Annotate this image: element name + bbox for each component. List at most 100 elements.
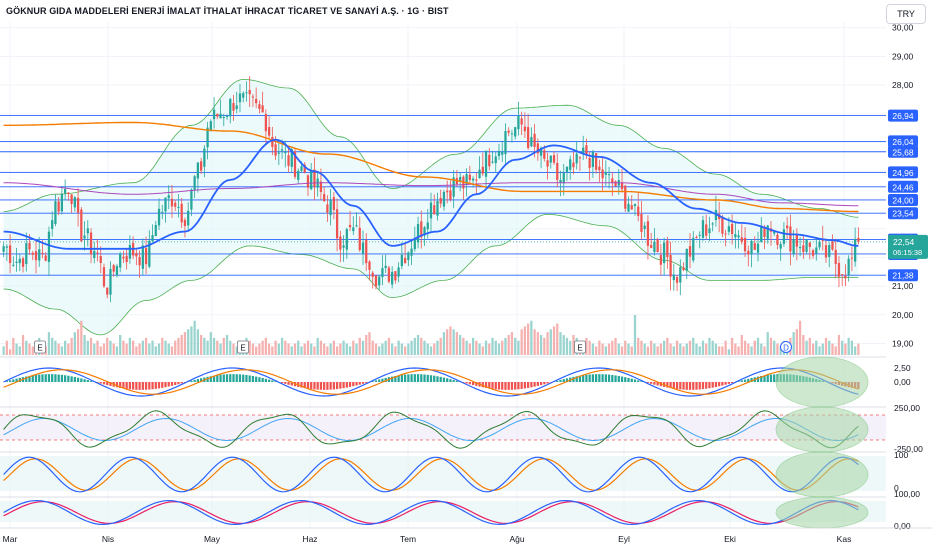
volume-bar xyxy=(481,346,484,355)
volume-bar xyxy=(332,340,336,355)
volume-bar xyxy=(135,346,138,355)
volume-bar xyxy=(109,340,112,355)
candle-body xyxy=(80,209,83,242)
volume-bar xyxy=(190,326,193,355)
volume-bar xyxy=(151,340,154,355)
bollinger-upper xyxy=(3,78,859,218)
volume-bar xyxy=(60,346,64,355)
macd-histogram-bar xyxy=(711,382,714,388)
macd-histogram-bar xyxy=(365,382,368,383)
candle-body xyxy=(705,224,708,236)
volume-bar xyxy=(549,329,552,355)
macd-histogram-bar xyxy=(410,374,413,382)
candle-body xyxy=(620,182,624,190)
candle-body xyxy=(569,159,572,170)
indicator-tick-label: -250,00 xyxy=(894,444,923,454)
macd-histogram-bar xyxy=(135,382,138,390)
volume-bar xyxy=(323,343,326,355)
volume-bar xyxy=(491,337,494,355)
macd-histogram-bar xyxy=(436,376,439,382)
macd-histogram-bar xyxy=(106,382,109,386)
candle-body xyxy=(102,267,106,287)
candle-body xyxy=(588,157,591,168)
macd-histogram-bar xyxy=(607,374,611,382)
candle-body xyxy=(429,202,433,219)
macd-histogram-bar xyxy=(475,382,478,386)
candle-body xyxy=(407,252,410,261)
macd-histogram-bar xyxy=(261,377,264,382)
candle-body xyxy=(151,235,154,242)
volume-bar xyxy=(57,343,60,355)
volume-bar xyxy=(449,326,452,355)
horizontal-levels xyxy=(0,115,886,276)
volume-bar xyxy=(300,346,303,355)
macd-histogram-bar xyxy=(348,382,352,387)
macd-histogram-bar xyxy=(374,380,378,382)
volume-bar xyxy=(416,335,420,355)
indicator-tick-label: 250,00 xyxy=(894,403,920,413)
volume-bar xyxy=(539,335,543,355)
macd-histogram-bar xyxy=(773,374,776,382)
macd-histogram-bar xyxy=(67,375,70,382)
candle-body xyxy=(86,228,89,234)
candle-body xyxy=(319,181,323,192)
macd-histogram-bar xyxy=(565,378,569,382)
candle-body xyxy=(478,169,481,179)
candle-body xyxy=(125,255,128,263)
candle-body xyxy=(510,133,514,135)
macd-histogram-bar xyxy=(180,382,183,384)
candle-body xyxy=(225,116,229,118)
volume-bar xyxy=(692,337,695,355)
macd-histogram-bar xyxy=(692,382,695,390)
candle-body xyxy=(216,113,219,117)
macd-histogram-bar xyxy=(193,379,196,382)
currency-selector[interactable]: TRY xyxy=(886,4,926,24)
macd-histogram-bar xyxy=(585,374,588,382)
volume-bar xyxy=(2,346,5,355)
macd-histogram-bar xyxy=(462,382,465,383)
macd-histogram-bar xyxy=(650,382,653,384)
event-marker-label: D xyxy=(783,344,789,353)
volume-bar xyxy=(462,337,465,355)
candle-body xyxy=(180,203,183,223)
candle-body xyxy=(141,245,144,269)
last-price-label: 22,54 xyxy=(893,237,915,247)
candle-body xyxy=(8,245,12,264)
volume-bar xyxy=(122,340,125,355)
candle-body xyxy=(154,225,157,237)
candle-body xyxy=(659,254,663,265)
macd-histogram-bar xyxy=(164,382,167,388)
volume-bar xyxy=(756,337,760,355)
volume-bar xyxy=(115,346,119,355)
volume-bar xyxy=(669,343,672,355)
candle-body xyxy=(565,166,569,173)
volume-bar xyxy=(15,343,18,355)
candle-body xyxy=(21,258,25,267)
candle-body xyxy=(650,245,653,248)
volume-bar xyxy=(536,332,539,355)
volume-bar xyxy=(267,343,271,355)
volume-bar xyxy=(345,343,348,355)
macd-histogram-bar xyxy=(38,374,41,382)
volume-bar xyxy=(131,340,135,355)
candle-body xyxy=(831,241,834,250)
macd-histogram-bar xyxy=(481,382,484,388)
last-price-bg xyxy=(888,234,928,259)
macd-histogram-bar xyxy=(416,374,420,382)
candle-body xyxy=(802,245,805,253)
volume-bar xyxy=(400,343,403,355)
macd-histogram-bar xyxy=(310,382,313,390)
candle-body xyxy=(416,224,420,243)
candle-body xyxy=(501,151,504,155)
candle-body xyxy=(834,249,837,264)
candle-body xyxy=(730,223,734,234)
candle-body xyxy=(248,89,251,95)
macd-histogram-bar xyxy=(514,382,517,390)
volume-bar xyxy=(255,346,258,355)
macd-histogram-bar xyxy=(316,382,319,390)
macd-histogram-bar xyxy=(594,374,598,382)
volume-bar xyxy=(5,340,8,355)
candle-body xyxy=(779,244,782,249)
candle-body xyxy=(387,267,391,282)
